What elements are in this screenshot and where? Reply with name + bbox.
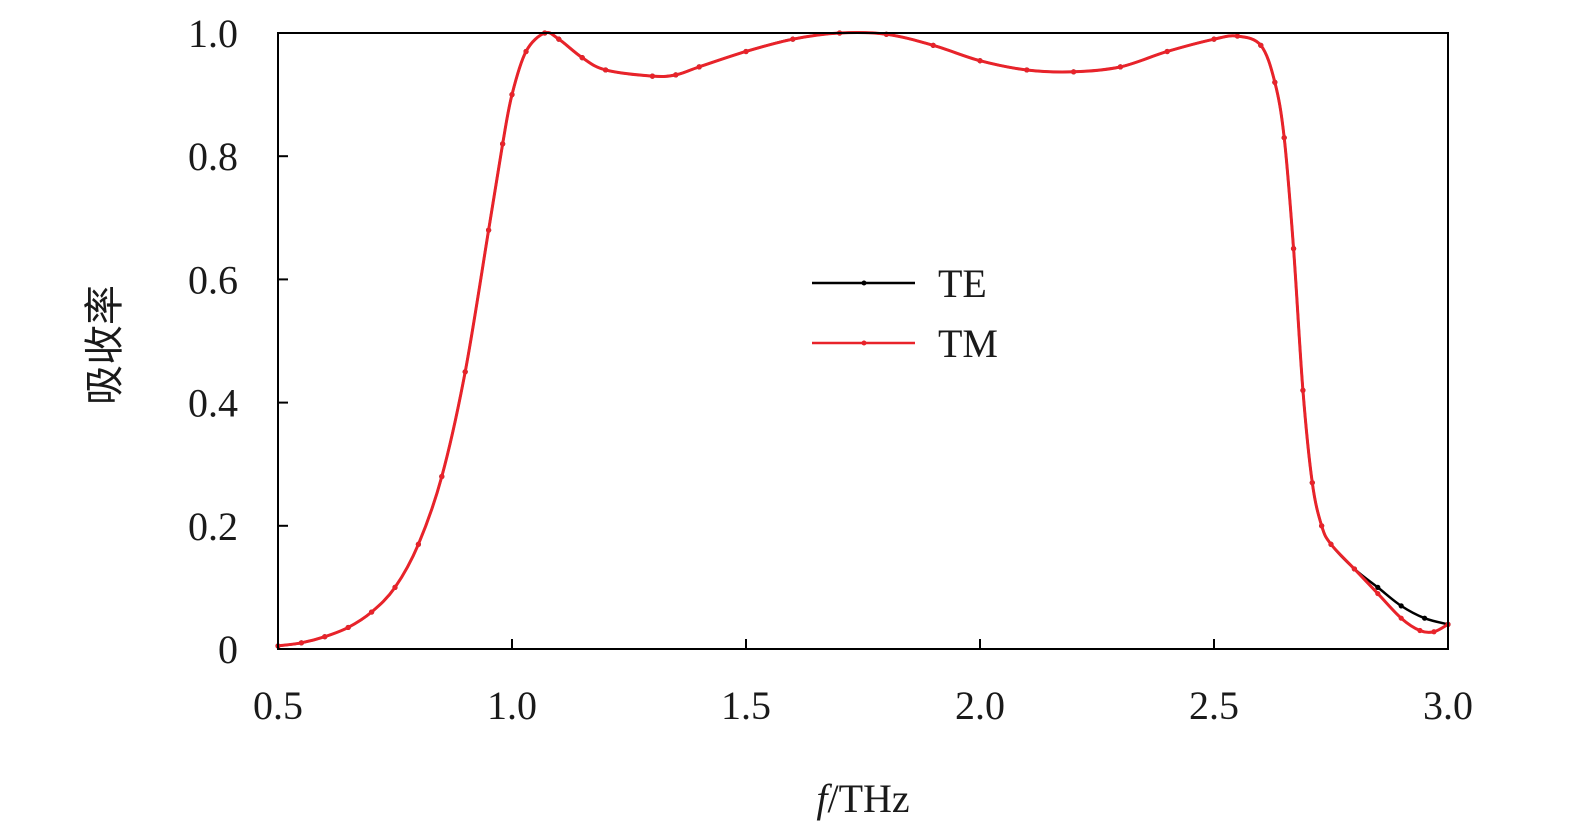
legend-entry-te: TE (812, 261, 987, 306)
data-point-tm (603, 67, 609, 73)
y-axis-ticks: 0 0.2 0.4 0.6 0.8 1.0 (188, 11, 288, 672)
data-point-tm (486, 227, 492, 233)
data-point-tm (298, 640, 304, 646)
legend-marker-te (861, 280, 867, 286)
data-point-te (1422, 615, 1428, 621)
data-point-tm (1319, 523, 1325, 529)
y-tick-label: 0 (218, 627, 238, 672)
data-point-tm (1117, 64, 1123, 70)
data-point-te (1398, 603, 1404, 609)
legend-label-te: TE (938, 261, 987, 306)
x-tick-label: 2.5 (1189, 683, 1239, 728)
plot-frame (277, 32, 1449, 650)
data-point-tm (743, 48, 749, 55)
data-point-tm (1417, 627, 1423, 634)
data-point-tm (500, 141, 506, 147)
data-point-tm (369, 609, 375, 615)
data-point-tm (1431, 629, 1437, 635)
data-point-tm (322, 634, 328, 640)
data-point-tm (649, 73, 656, 79)
y-tick-label: 0.4 (188, 381, 238, 426)
legend-label-tm: TM (938, 321, 998, 366)
data-point-tm (1398, 615, 1404, 621)
data-point-tm (509, 92, 515, 98)
y-tick-label: 0.6 (188, 257, 238, 302)
data-point-tm (462, 369, 468, 375)
x-tick-label: 3.0 (1423, 683, 1473, 728)
y-tick-label: 0.2 (188, 504, 238, 549)
data-point-tm (415, 541, 421, 547)
x-tick-label: 1.0 (487, 683, 537, 728)
data-point-tm (1071, 69, 1077, 75)
series-line-te (277, 31, 1449, 648)
legend-marker-tm (861, 340, 867, 346)
x-tick-label: 1.5 (721, 683, 771, 728)
data-point-tm (1290, 246, 1297, 252)
data-point-tm (345, 624, 351, 631)
series-layer (275, 30, 1451, 649)
data-point-tm (556, 36, 562, 42)
data-point-tm (673, 72, 679, 78)
series-tm (275, 30, 1451, 649)
series-te (275, 30, 1451, 649)
x-tick-label: 2.0 (955, 683, 1005, 728)
y-tick-label: 1.0 (188, 11, 238, 56)
data-point-tm (1164, 48, 1170, 55)
data-point-tm (1258, 42, 1264, 48)
x-axis-ticks: 0.5 1.0 1.5 2.0 2.5 3.0 (253, 639, 1473, 728)
data-point-tm (523, 48, 529, 55)
data-point-tm (579, 55, 585, 61)
legend-entry-tm: TM (812, 321, 998, 366)
data-point-tm (1211, 36, 1217, 42)
data-point-tm (696, 64, 702, 70)
data-point-tm (1375, 590, 1381, 597)
series-line-tm (277, 30, 1449, 648)
x-axis-label-unit: /THz (827, 776, 909, 821)
data-point-tm (790, 36, 796, 42)
data-point-tm (392, 584, 398, 591)
y-tick-label: 0.8 (188, 134, 238, 179)
data-point-tm (1281, 135, 1287, 141)
data-point-tm (1234, 33, 1240, 39)
data-point-tm (1328, 541, 1334, 547)
data-point-tm (1309, 480, 1315, 486)
data-point-tm (930, 42, 936, 48)
x-tick-label: 0.5 (253, 683, 303, 728)
data-point-tm (1272, 79, 1278, 85)
y-axis-label: 吸收率 (82, 285, 127, 405)
x-axis-label: f/THz (816, 776, 909, 821)
data-point-te (1375, 584, 1381, 591)
data-point-tm (1024, 67, 1030, 73)
data-point-tm (439, 473, 445, 480)
legend: TE TM (812, 261, 998, 366)
data-point-tm (1351, 566, 1357, 572)
data-point-tm (1300, 387, 1306, 393)
data-point-tm (977, 58, 983, 64)
